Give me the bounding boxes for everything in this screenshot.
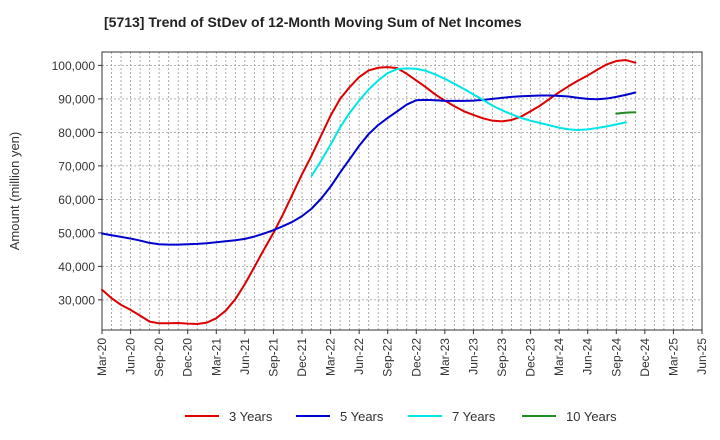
legend-item-7-years: 7 Years <box>408 406 495 426</box>
chart-title: [5713] Trend of StDev of 12-Month Moving… <box>104 14 522 30</box>
legend-label-10-years: 10 Years <box>566 408 617 424</box>
legend-label-5-years: 5 Years <box>340 408 384 424</box>
grid <box>101 52 703 330</box>
x-tick-label: Sep-21 <box>266 338 280 377</box>
x-tick-label: Dec-24 <box>638 338 652 377</box>
series-line-5-years <box>101 91 637 246</box>
x-tick-label: Jun-20 <box>124 338 138 375</box>
x-tick-label: Mar-25 <box>666 338 680 376</box>
y-axis-title: Amount (million yen) <box>7 132 22 251</box>
x-tick-label: Dec-21 <box>295 338 309 377</box>
x-tick-label: Sep-24 <box>609 338 623 377</box>
x-tick-label: Mar-21 <box>209 338 223 376</box>
y-tick-label: 100,000 <box>52 59 96 73</box>
x-tick-label: Jun-24 <box>581 338 595 375</box>
y-tick-label: 30,000 <box>58 293 95 307</box>
x-tick-label: Sep-23 <box>495 338 509 377</box>
x-tick-label: Jun-23 <box>466 338 480 375</box>
x-tick-label: Jun-25 <box>695 338 709 375</box>
x-tick-label: Mar-23 <box>438 338 452 376</box>
legend-swatch-5-years <box>296 415 330 417</box>
series-line-7-years <box>310 67 627 177</box>
plot-frame <box>101 51 703 331</box>
y-tick-label: 80,000 <box>58 126 95 140</box>
y-tick-label: 70,000 <box>58 159 95 173</box>
legend-item-5-years: 5 Years <box>296 406 383 426</box>
x-tick-label: Dec-20 <box>181 338 195 377</box>
legend: 3 Years 5 Years 7 Years 10 Years <box>0 406 720 426</box>
y-tick-label: 50,000 <box>58 226 95 240</box>
x-tick-label: Dec-22 <box>409 338 423 377</box>
legend-swatch-7-years <box>408 415 442 417</box>
axes: 30,000 40,000 50,000 60,000 70,000 80,000 90,0… <box>52 51 709 377</box>
legend-item-3-years: 3 Years <box>185 406 272 426</box>
series-line-10-years <box>615 111 637 115</box>
series-line-3-years <box>101 59 637 325</box>
x-tick-label: Mar-24 <box>552 338 566 376</box>
legend-swatch-10-years <box>522 415 556 417</box>
x-tick-label: Mar-20 <box>95 338 109 376</box>
x-tick-label: Jun-22 <box>352 338 366 375</box>
y-tick-label: 90,000 <box>58 92 95 106</box>
x-tick-label: Sep-20 <box>152 338 166 377</box>
x-tick-label: Jun-21 <box>238 338 252 375</box>
y-tick-label: 40,000 <box>58 260 95 274</box>
legend-label-7-years: 7 Years <box>452 408 496 424</box>
x-tick-label: Dec-23 <box>524 338 538 377</box>
legend-item-10-years: 10 Years <box>522 406 617 426</box>
y-tick-label: 60,000 <box>58 193 95 207</box>
legend-swatch-3-years <box>185 415 219 417</box>
legend-label-3-years: 3 Years <box>229 408 273 424</box>
x-tick-label: Mar-22 <box>324 338 338 376</box>
series-lines <box>101 59 637 325</box>
x-tick-label: Sep-22 <box>381 338 395 377</box>
